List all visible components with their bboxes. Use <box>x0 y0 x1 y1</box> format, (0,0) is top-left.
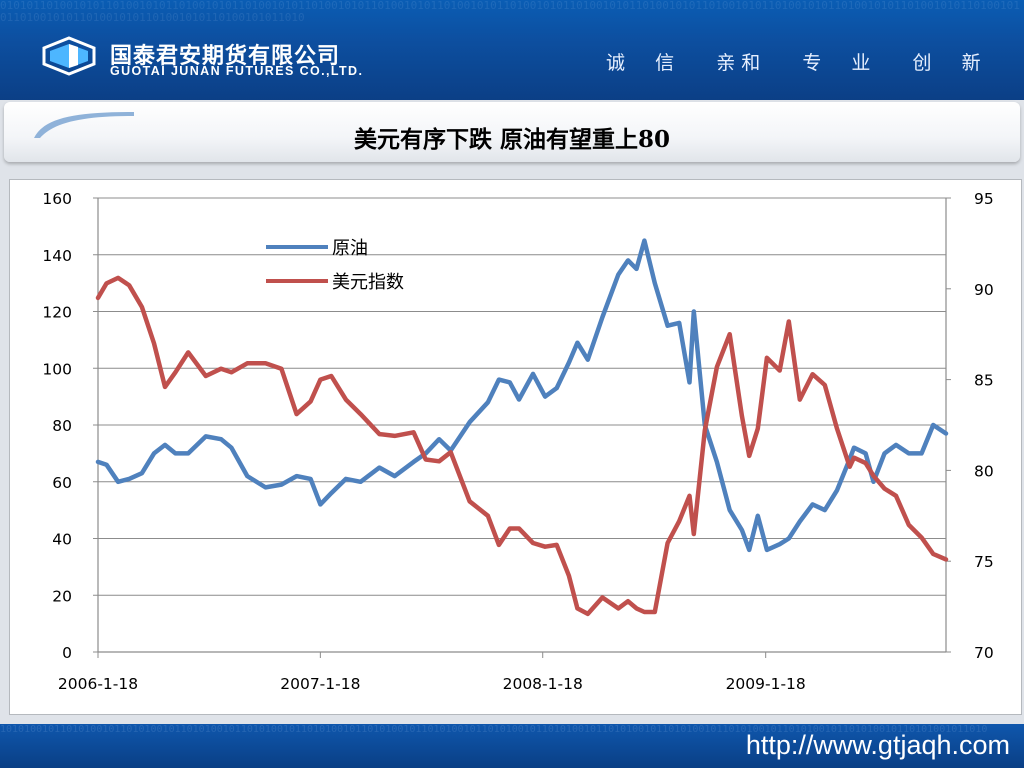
y-left-tick-label: 100 <box>42 360 72 378</box>
y-right-tick-label: 95 <box>974 190 994 208</box>
x-tick-label: 2008-1-18 <box>503 675 583 693</box>
y-right-tick-label: 90 <box>974 281 994 299</box>
y-right-tick-label: 70 <box>974 644 994 662</box>
chart-canvas: 0 20 40 60 80 100 120 140 160 70 75 80 85 90 95 2006-1-… <box>42 190 994 693</box>
company-slogan: 诚 信 亲和 专 业 创 新 <box>606 52 987 74</box>
legend-label: 原油 <box>332 238 368 259</box>
header-banner: 0101011010010101101001010110100101011010… <box>0 0 1024 100</box>
y-left-tick-label: 20 <box>52 587 72 605</box>
y-left-tick-label: 120 <box>42 304 72 322</box>
title-bar: 美元有序下跌 原油有望重上80 <box>4 102 1020 162</box>
y-right-tick-label: 85 <box>974 372 994 390</box>
y-left-tick-label: 160 <box>42 190 72 208</box>
chart-panel: 0 20 40 60 80 100 120 140 160 70 75 80 85 90 95 2006-1-… <box>9 179 1022 715</box>
y-left-tick-label: 60 <box>52 474 72 492</box>
x-tick-label: 2006-1-18 <box>58 675 138 693</box>
series-line-dollar-index <box>95 275 949 617</box>
y-left-tick-label: 140 <box>42 247 72 265</box>
y-left-tick-label: 0 <box>62 644 72 662</box>
website-url: http://www.gtjaqh.com <box>745 730 1010 760</box>
y-left-tick-label: 40 <box>52 531 72 549</box>
hexagon-logo-icon <box>42 36 96 76</box>
series-line-crude-oil <box>95 238 949 553</box>
footer-banner: 1010100101101010010110101001011010100101… <box>0 724 1024 768</box>
swoosh-decoration <box>34 112 134 138</box>
y-left-tick-label: 80 <box>52 417 72 435</box>
x-tick-label: 2009-1-18 <box>726 675 806 693</box>
slide-title: 美元有序下跌 原油有望重上80 <box>353 126 670 153</box>
legend-label: 美元指数 <box>332 272 404 293</box>
company-name-cn: 国泰君安期货有限公司 <box>110 44 341 69</box>
x-tick-label: 2007-1-18 <box>280 675 360 693</box>
y-right-tick-label: 80 <box>974 462 994 480</box>
y-right-tick-label: 75 <box>974 553 994 571</box>
company-name-en: GUOTAI JUNAN FUTURES CO.,LTD. <box>110 64 364 78</box>
